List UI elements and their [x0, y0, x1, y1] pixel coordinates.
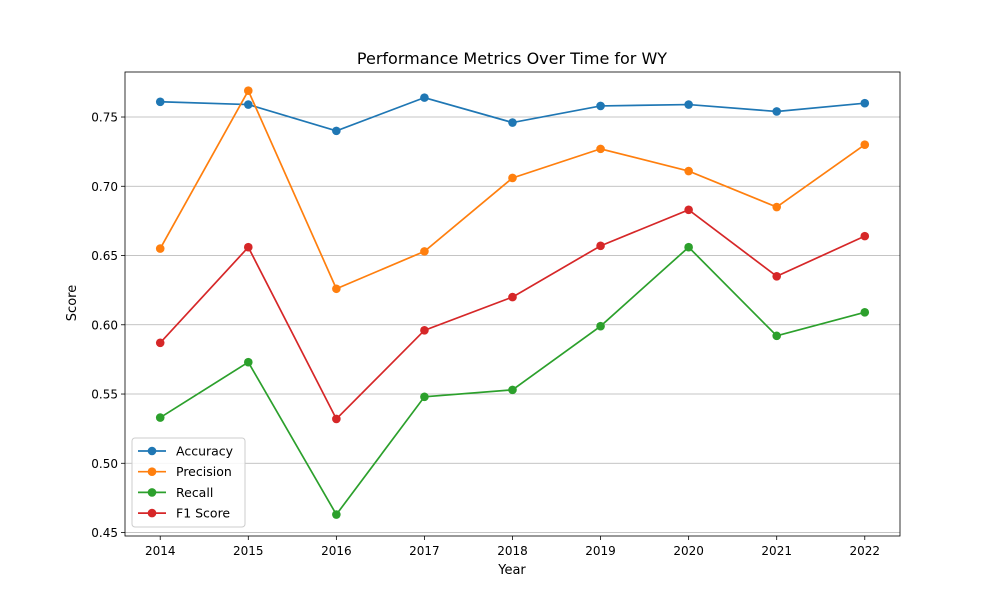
data-point — [772, 107, 782, 116]
legend-marker — [147, 467, 157, 477]
x-tick-label: 2020 — [673, 544, 704, 558]
legend-label: Recall — [176, 485, 213, 500]
x-tick-label: 2021 — [761, 544, 792, 558]
data-point — [332, 414, 341, 424]
data-point — [860, 140, 870, 150]
x-tick-label: 2018 — [497, 544, 528, 558]
x-tick-label: 2015 — [233, 544, 264, 558]
axes: 0.45 0.50 0.55 0.60 0.65 0.70 0.75 2014 2015 2016… — [91, 71, 901, 558]
legend-marker — [147, 508, 157, 518]
legend: Accuracy Precision Recall F1 Score — [131, 437, 246, 528]
x-tick-label: 2016 — [321, 544, 352, 558]
data-point — [684, 166, 693, 176]
data-point — [243, 100, 253, 109]
data-point — [243, 86, 253, 95]
data-point — [155, 413, 165, 422]
data-point — [420, 93, 429, 102]
data-point — [332, 126, 341, 136]
series-recall — [155, 242, 870, 519]
series-f1-score — [155, 205, 870, 424]
legend-label: Accuracy — [176, 444, 234, 459]
data-point — [332, 510, 341, 519]
data-point — [860, 308, 870, 317]
y-tick-label: 0.75 — [91, 111, 118, 125]
data-point — [684, 205, 693, 215]
data-point — [243, 242, 253, 252]
data-point — [508, 118, 517, 127]
x-tick-label: 2014 — [145, 544, 176, 558]
legend-label: F1 Score — [176, 506, 230, 521]
data-point — [596, 241, 605, 251]
data-point — [155, 338, 165, 348]
y-axis-label: Score — [65, 285, 80, 321]
data-point — [860, 98, 870, 108]
y-tick-label: 0.60 — [91, 318, 118, 332]
data-point — [772, 202, 782, 212]
y-tick-label: 0.70 — [91, 180, 118, 194]
data-point — [243, 357, 253, 367]
y-tick-label: 0.65 — [91, 249, 118, 263]
x-tick-label: 2017 — [409, 544, 440, 558]
plot-frame — [124, 71, 901, 537]
data-point — [420, 326, 429, 335]
legend-item: Recall — [138, 485, 213, 500]
data-point — [508, 173, 517, 183]
data-point — [596, 144, 605, 154]
data-point — [508, 292, 517, 302]
x-tick-label: 2019 — [585, 544, 616, 558]
data-point — [155, 97, 165, 107]
series-group — [155, 86, 870, 519]
series-precision — [155, 86, 870, 294]
data-point — [860, 231, 870, 241]
data-point — [772, 271, 782, 281]
x-axis-label: Year — [497, 563, 526, 578]
legend-item: F1 Score — [138, 506, 230, 521]
legend-label: Precision — [176, 464, 232, 479]
y-tick-label: 0.50 — [91, 457, 118, 471]
series-accuracy — [155, 93, 870, 136]
x-tick-label: 2022 — [849, 544, 880, 558]
data-point — [596, 101, 605, 111]
y-tick-label: 0.45 — [91, 526, 118, 540]
data-point — [684, 100, 693, 109]
legend-marker — [147, 488, 157, 497]
data-point — [420, 392, 429, 402]
y-tick-label: 0.55 — [91, 388, 118, 402]
data-point — [332, 284, 341, 294]
chart-title: Performance Metrics Over Time for WY — [357, 49, 667, 68]
legend-box — [131, 437, 246, 528]
data-point — [155, 244, 165, 253]
data-point — [420, 247, 429, 256]
legend-marker — [147, 446, 157, 456]
legend-item: Precision — [138, 464, 232, 479]
data-point — [684, 242, 693, 252]
data-point — [772, 331, 782, 341]
legend-item: Accuracy — [138, 444, 234, 459]
data-point — [596, 321, 605, 331]
data-point — [508, 385, 517, 395]
